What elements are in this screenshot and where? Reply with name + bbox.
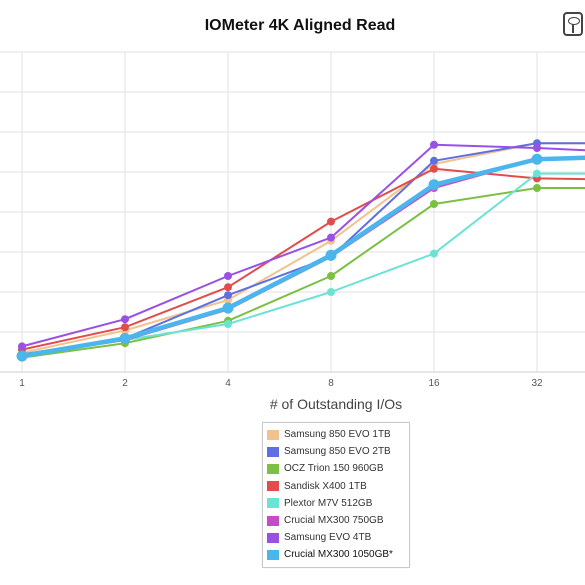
legend-item[interactable]: Plextor M7V 512GB	[267, 495, 405, 512]
data-point[interactable]	[430, 249, 438, 258]
data-point[interactable]	[325, 249, 337, 261]
series-crucial-mx300-1050gb	[16, 153, 585, 362]
data-point[interactable]	[430, 200, 438, 208]
x-tick-label: 32	[531, 378, 543, 389]
data-point[interactable]	[428, 179, 440, 191]
series-line	[21, 172, 585, 357]
legend-label: Samsung EVO 4TB	[284, 532, 372, 544]
legend-item[interactable]: OCZ Trion 150 960GB	[267, 460, 405, 477]
data-point[interactable]	[224, 291, 232, 300]
data-point[interactable]	[430, 164, 438, 173]
data-point[interactable]	[18, 342, 26, 351]
legend-swatch	[267, 549, 279, 560]
data-point[interactable]	[224, 320, 232, 328]
data-point[interactable]	[222, 302, 234, 314]
legend-item[interactable]: Sandisk X400 1TB	[267, 478, 405, 495]
legend-swatch	[267, 481, 279, 492]
legend-label: Crucial MX300 750GB	[284, 515, 384, 527]
x-tick-label: 4	[225, 378, 231, 389]
data-point[interactable]	[327, 288, 335, 296]
legend-label: OCZ Trion 150 960GB	[284, 463, 384, 475]
data-point[interactable]	[533, 184, 541, 192]
data-point[interactable]	[327, 272, 335, 280]
legend-label: Crucial MX300 1050GB*	[284, 549, 393, 561]
x-tick-label: 8	[328, 378, 334, 389]
data-point[interactable]	[224, 283, 232, 292]
grid	[0, 51, 585, 373]
x-tick-label: 1	[19, 378, 25, 389]
x-tick-labels: 1248163264	[19, 378, 543, 389]
line-chart-plot: 1248163264	[0, 51, 585, 389]
data-point[interactable]	[121, 323, 129, 332]
legend-label: Plextor M7V 512GB	[284, 497, 373, 509]
x-tick-label: 16	[428, 378, 440, 389]
legend-swatch	[267, 532, 279, 543]
data-point[interactable]	[430, 140, 438, 149]
series-samsung-evo-4tb	[18, 140, 585, 351]
data-point[interactable]	[119, 332, 131, 344]
legend-swatch	[267, 446, 279, 457]
chart-title: IOMeter 4K Aligned Read	[204, 17, 396, 34]
legend-item[interactable]: Crucial MX300 1050GB*	[267, 546, 405, 563]
legend-swatch	[267, 515, 279, 526]
series-line	[21, 167, 585, 351]
microphone-logo-icon	[563, 12, 583, 36]
data-point[interactable]	[224, 272, 232, 280]
legend-label: Samsung 850 EVO 1TB	[284, 429, 391, 441]
data-point[interactable]	[430, 156, 438, 165]
legend-item[interactable]: Samsung EVO 4TB	[267, 529, 405, 546]
legend-swatch	[267, 498, 279, 509]
series-layer	[16, 139, 585, 362]
data-point[interactable]	[531, 153, 543, 165]
data-point[interactable]	[533, 144, 541, 152]
legend-item[interactable]: Crucial MX300 750GB	[267, 512, 405, 529]
data-point[interactable]	[16, 350, 28, 362]
legend-label: Samsung 850 EVO 2TB	[284, 446, 391, 458]
legend-label: Sandisk X400 1TB	[284, 480, 367, 492]
legend-swatch	[267, 463, 279, 474]
data-point[interactable]	[533, 169, 541, 178]
data-point[interactable]	[327, 217, 335, 226]
legend-item[interactable]: Samsung 850 EVO 2TB	[267, 443, 405, 460]
legend-swatch	[267, 429, 279, 440]
data-point[interactable]	[327, 233, 335, 242]
legend: Samsung 850 EVO 1TB Samsung 850 EVO 2TB OC…	[262, 422, 410, 568]
legend-item[interactable]: Samsung 850 EVO 1TB	[267, 426, 405, 443]
x-axis-title: # of Outstanding I/Os	[269, 396, 403, 412]
x-tick-label: 2	[122, 378, 128, 389]
data-point[interactable]	[121, 315, 129, 324]
